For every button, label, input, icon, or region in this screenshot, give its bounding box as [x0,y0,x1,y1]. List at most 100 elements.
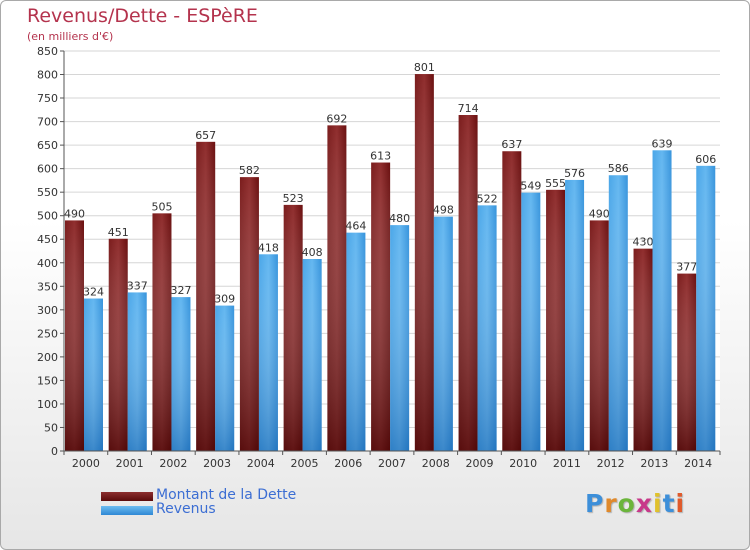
y-tick-label: 50 [44,421,58,434]
bar-dette-shade [327,125,347,452]
x-tick-label: 2003 [203,457,231,470]
bar-dette-shade [65,220,84,451]
value-label-dette: 801 [414,61,435,74]
legend-label-dette: Montant de la Dette [156,487,297,503]
bar-dette-shade [371,162,391,451]
value-label-revenus: 498 [433,204,454,217]
chart-title: Revenus/Dette - ESPèRE [27,5,258,27]
value-label-dette: 582 [239,164,260,177]
logo-letter: t [662,489,676,518]
y-tick-label: 400 [37,257,58,270]
y-tick-label: 300 [37,304,58,317]
chart-subtitle: (en milliers d'€) [27,30,114,43]
value-label-dette: 555 [545,177,566,190]
y-tick-label: 500 [37,210,58,223]
value-label-revenus: 309 [214,293,235,306]
x-tick-label: 2013 [640,457,668,470]
logo-letter: o [617,489,636,518]
value-label-revenus: 324 [83,286,104,299]
y-tick-label: 450 [37,233,58,246]
logo-letter: r [604,489,618,518]
x-axis: 2000 2001 2002 2003 2004 2005 2006 2007 2008 2009… [63,450,721,470]
value-label-dette: 714 [458,102,479,115]
value-label-revenus: 464 [345,220,366,233]
x-tick-label: 2012 [597,457,625,470]
value-label-revenus: 639 [652,137,673,150]
bar-revenus-shade [433,216,453,451]
value-label-revenus: 418 [258,241,279,254]
y-tick-label: 0 [51,445,58,458]
value-label-revenus: 522 [477,192,498,205]
value-label-dette: 523 [283,192,304,205]
value-label-dette: 637 [501,138,522,151]
value-label-revenus: 337 [127,279,148,292]
bar-revenus-shade [390,225,410,451]
bar-revenus-shade [696,165,716,451]
bar-dette-shade [633,248,653,451]
y-tick-label: 150 [37,374,58,387]
bar-dette-shade [589,220,609,451]
x-tick-label: 2001 [116,457,144,470]
y-tick-label: 650 [37,139,58,152]
bar-dette-shade [546,189,566,451]
y-tick-label: 100 [37,398,58,411]
bar-revenus-shade [215,305,235,451]
value-label-dette: 490 [64,207,85,220]
value-label-dette: 505 [151,200,172,213]
bar-revenus-shade [521,192,541,451]
y-tick-label: 350 [37,280,58,293]
bar-revenus-shade [302,259,322,451]
value-label-revenus: 549 [520,180,541,193]
y-tick-label: 600 [37,163,58,176]
y-tick-label: 850 [37,45,58,58]
bar-revenus-shade [127,292,147,451]
value-label-dette: 377 [676,261,697,274]
x-tick-label: 2000 [72,457,100,470]
x-tick-label: 2002 [159,457,187,470]
bar-revenus-shade [608,175,628,451]
value-label-revenus: 327 [170,284,191,297]
y-tick-label: 200 [37,351,58,364]
value-label-dette: 692 [326,112,347,125]
x-tick-label: 2010 [509,457,537,470]
x-tick-label: 2008 [422,457,450,470]
bar-revenus-shade [565,179,585,452]
value-label-dette: 490 [589,207,610,220]
bar-dette-shade [108,238,128,451]
bar-dette-shade [458,115,478,451]
bars: 490 324 451 337 505 327 657 309 582 418 523 408 692 4… [64,61,716,452]
legend-swatch-dette [101,492,153,501]
bar-revenus-shade [171,297,191,451]
x-tick-label: 2014 [684,457,712,470]
x-tick-label: 2009 [465,457,493,470]
value-label-revenus: 480 [389,212,410,225]
bar-dette-shade [502,151,522,451]
bar-revenus-shade [346,232,366,451]
value-label-dette: 613 [370,150,391,163]
bar-dette-shade [152,213,172,451]
y-tick-label: 550 [37,186,58,199]
x-tick-label: 2005 [291,457,319,470]
legend-label-revenus: Revenus [156,501,216,517]
bar-dette-shade [239,177,259,451]
proxiti-logo: Proxiti [585,489,685,518]
y-axis: 0 50 100 150 200 250 300 350 400 450 500 550 600 650 7… [37,45,65,458]
value-label-revenus: 408 [302,246,323,259]
bar-revenus-shade [477,205,497,451]
logo-letter: i [653,489,663,518]
x-tick-label: 2007 [378,457,406,470]
value-label-revenus: 586 [608,162,629,175]
value-label-dette: 657 [195,129,216,142]
logo-letter: P [585,489,605,518]
logo-letter: x [635,489,653,518]
bar-dette-shade [196,141,216,451]
y-tick-label: 750 [37,92,58,105]
bar-revenus-shade [258,254,278,451]
bar-revenus-shade [652,150,672,451]
bar-dette-shade [677,273,697,451]
value-label-dette: 430 [633,236,654,249]
value-label-revenus: 576 [564,167,585,180]
x-tick-label: 2006 [334,457,362,470]
